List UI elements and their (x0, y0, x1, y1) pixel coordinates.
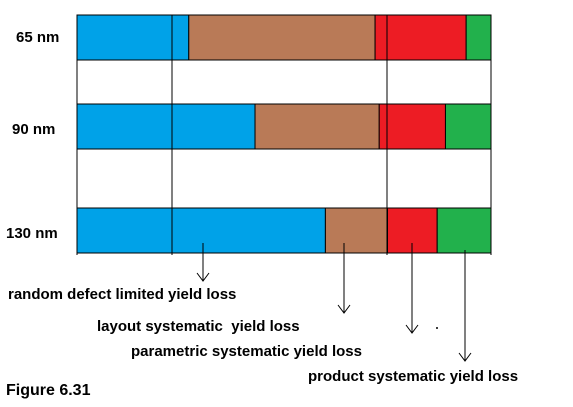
category-label: 90 nm (12, 121, 55, 138)
series-annotation-label: parametric systematic yield loss (131, 343, 362, 360)
annotation-arrow-head (458, 352, 472, 362)
annotation-arrow-head (405, 324, 419, 334)
bar-segment (254, 103, 380, 150)
figure-caption: Figure 6.31 (6, 382, 91, 399)
bar-segment (324, 207, 388, 254)
bar-segment (378, 103, 446, 150)
category-label: 65 nm (16, 29, 59, 46)
bar-segment (76, 103, 256, 150)
stray-dot (436, 327, 438, 329)
category-label: 130 nm (6, 225, 58, 242)
bar-segment (465, 14, 492, 61)
series-annotation-label: product systematic yield loss (308, 368, 518, 385)
bar-segment (374, 14, 467, 61)
series-annotation-label: random defect limited yield loss (8, 286, 236, 303)
bar-segment (76, 14, 190, 61)
bar-segment (436, 207, 492, 254)
bar-segment (76, 207, 326, 254)
series-annotation-label: layout systematic yield loss (97, 318, 300, 335)
bar-segment (444, 103, 492, 150)
annotation-arrow-head (196, 272, 210, 282)
annotation-arrow-head (337, 304, 351, 314)
bar-segment (188, 14, 376, 61)
